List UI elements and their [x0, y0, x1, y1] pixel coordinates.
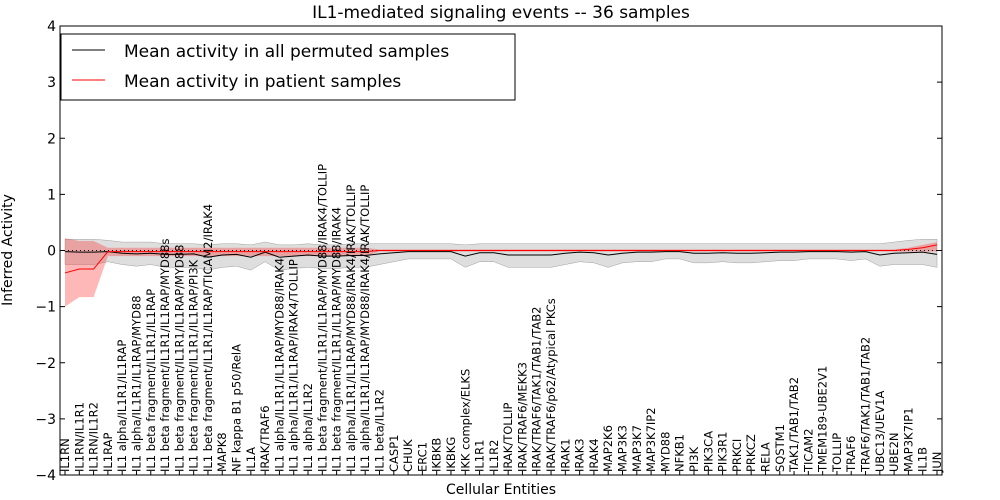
category-label: IL1 beta fragment/IL1R1/IL1RAP/MYD88/IRA… [330, 207, 344, 472]
category-label: IRAK3 [573, 438, 587, 472]
y-tick-label: −1 [35, 300, 56, 316]
category-label: CASP1 [387, 435, 401, 472]
y-tick-label: 0 [47, 244, 56, 260]
category-label: IL1RAP [101, 432, 115, 472]
category-label: IKBKB [430, 438, 444, 472]
category-label: ERC1 [415, 442, 429, 472]
category-label: IL1 beta fragment/IL1R1/IL1RAP/PI3K [187, 259, 201, 472]
category-label: IL1RN [58, 438, 72, 472]
category-label: PI3K [687, 446, 701, 472]
legend-box [60, 33, 516, 101]
category-label: IL1 beta/IL1R2 [372, 389, 386, 472]
y-tick-label: −2 [35, 356, 56, 372]
category-label: PRKCI [730, 439, 744, 472]
category-label: IL1 alpha/IL1R1/IL1RAP/MYD88/IRAK4/IRAK/… [344, 185, 358, 472]
plot-area [60, 238, 942, 307]
y-tick-label: 2 [47, 131, 56, 147]
y-tick-label: 1 [47, 187, 56, 203]
category-label: IRAK/TRAF6 [258, 405, 272, 472]
category-label: NFKB1 [673, 434, 687, 472]
category-label: IKK complex/ELKS [458, 369, 472, 472]
category-label: IL1 alpha/IL1R1/IL1RAP/IRAK4/TOLLIP [287, 259, 301, 472]
category-label: IL1B [916, 447, 930, 472]
category-label: IRAK/TOLLIP [501, 403, 515, 472]
y-tick-label: −4 [35, 468, 56, 484]
y-tick-label: −3 [35, 412, 56, 428]
y-tick-label: 3 [47, 75, 56, 91]
category-label: IL1RN/IL1R2 [87, 402, 101, 472]
category-label: IL1 beta fragment/IL1R1/IL1RAP/MYD88s [158, 239, 172, 472]
category-label: TMEM189-UBE2V1 [816, 366, 830, 473]
y-axis-label: Inferred Activity [0, 194, 16, 306]
patient-mean-line [64, 244, 938, 274]
legend-label-permuted: Mean activity in all permuted samples [124, 42, 449, 62]
category-label: UBC13/UEV1A [873, 390, 887, 472]
category-label: IL1 beta fragment/IL1R1/IL1RAP/MYD88/IRA… [315, 164, 329, 472]
category-label: TAK1/TAB1/TAB2 [787, 377, 801, 473]
category-label: IL1 alpha/IL1R1/IL1RAP/MYD88/IRAK4 [272, 258, 286, 472]
category-label: MAP3K7IP2 [644, 407, 658, 472]
category-label: IL1 alpha/IL1R1/IL1RAP/MYD88/IRAK4/IRAK/… [358, 185, 372, 472]
category-label: TICAM2 [801, 428, 815, 473]
category-label: MAP3K7IP1 [901, 407, 915, 472]
chart-title: IL1-mediated signaling events -- 36 samp… [312, 3, 690, 23]
plot-frame [59, 25, 943, 476]
category-label: IL1 beta fragment/IL1R1/IL1RAP/TICAM2/IR… [201, 204, 215, 472]
category-label: IL1 beta fragment/IL1R1/IL1RAP [144, 289, 158, 472]
category-label: IL1RN/IL1R1 [72, 402, 86, 472]
category-label: MAP3K7 [630, 425, 644, 472]
category-label: IRAK/TRAF6/MEKK3 [515, 362, 529, 472]
category-label: IL1 alpha/IL1R1/IL1RAP/MYD88 [129, 295, 143, 472]
permuted-confidence-band [64, 239, 938, 271]
category-label: RELA [758, 442, 772, 472]
category-label: TOLLIP [830, 433, 844, 473]
category-label: CHUK [401, 439, 415, 472]
category-label: UBE2N [887, 433, 901, 473]
category-label: IL1R2 [487, 440, 501, 472]
category-label: IRAK/TRAF6/p62/Atypical PKCs [544, 298, 558, 472]
category-label: IL1A [244, 447, 258, 472]
category-label: TRAF6 [844, 436, 858, 473]
category-label: IRAK1 [558, 438, 572, 472]
category-label: IL1 alpha/IL1R1/IL1RAP [115, 340, 129, 472]
y-tick-label: 4 [47, 19, 56, 35]
category-label: IL1R1 [473, 440, 487, 472]
category-label: TRAF6/TAK1/TAB1/TAB2 [859, 337, 873, 473]
category-label: IKBKG [444, 437, 458, 472]
category-label: IRAK4 [587, 438, 601, 472]
category-label: PIK3CA [701, 431, 715, 472]
y-axis-ticks: −4 −3 −2 −1 0 1 2 3 4 [35, 19, 942, 484]
patient-confidence-band [65, 238, 937, 307]
category-label: PRKCZ [744, 434, 758, 472]
category-label: SQSTM1 [773, 424, 787, 472]
category-labels: IL1RN IL1RN/IL1R1 IL1RN/IL1R2 IL1RAP IL1 alp… [58, 164, 944, 475]
category-label: JUN [930, 452, 944, 473]
permuted-mean-line [64, 251, 938, 258]
category-label: IRAK/TRAF6/TAK1/TAB1/TAB2 [530, 307, 544, 472]
category-label: PIK3R1 [716, 432, 730, 473]
legend: Mean activity in all permuted samples Me… [60, 33, 516, 101]
category-label: MYD88 [658, 432, 672, 472]
x-axis-label: Cellular Entities [446, 482, 556, 498]
category-label: MAP3K3 [616, 425, 630, 472]
category-label: MAP2K6 [601, 425, 615, 472]
category-label: MAPK8 [215, 432, 229, 472]
category-label: IL1 alpha/IL1R2 [301, 383, 315, 472]
category-label: IL1 beta fragment/IL1R1/IL1RAP/MYD88 [172, 245, 186, 472]
legend-label-patient: Mean activity in patient samples [124, 72, 401, 92]
category-label: NF kappa B1 p50/RelA [230, 344, 244, 472]
